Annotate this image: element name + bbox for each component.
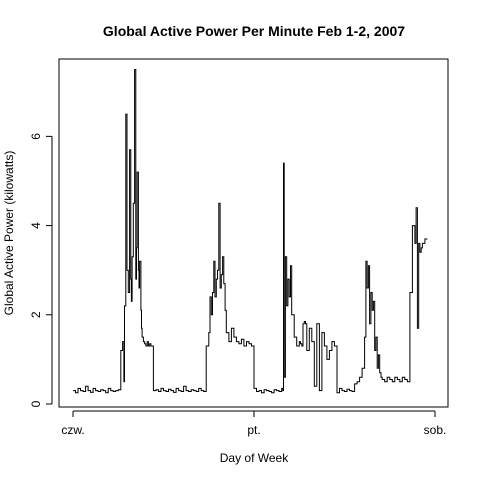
x-axis: czw. pt. sob. [61,410,447,437]
chart-title: Global Active Power Per Minute Feb 1-2, … [103,23,405,39]
x-axis-label: Day of Week [220,451,289,465]
x-tick-label: sob. [424,423,447,437]
y-tick-label: 2 [29,311,43,318]
plot-frame [58,58,449,408]
y-tick-label: 6 [29,133,43,140]
y-tick-label: 4 [29,222,43,229]
series-line [73,69,428,394]
y-tick-label: 0 [29,400,43,407]
x-tick-label: czw. [61,423,84,437]
x-tick-label: pt. [247,423,260,437]
y-axis-label: Global Active Power (kilowatts) [2,151,16,316]
series-layer [73,69,428,394]
y-axis: 0 2 4 6 [29,133,53,407]
